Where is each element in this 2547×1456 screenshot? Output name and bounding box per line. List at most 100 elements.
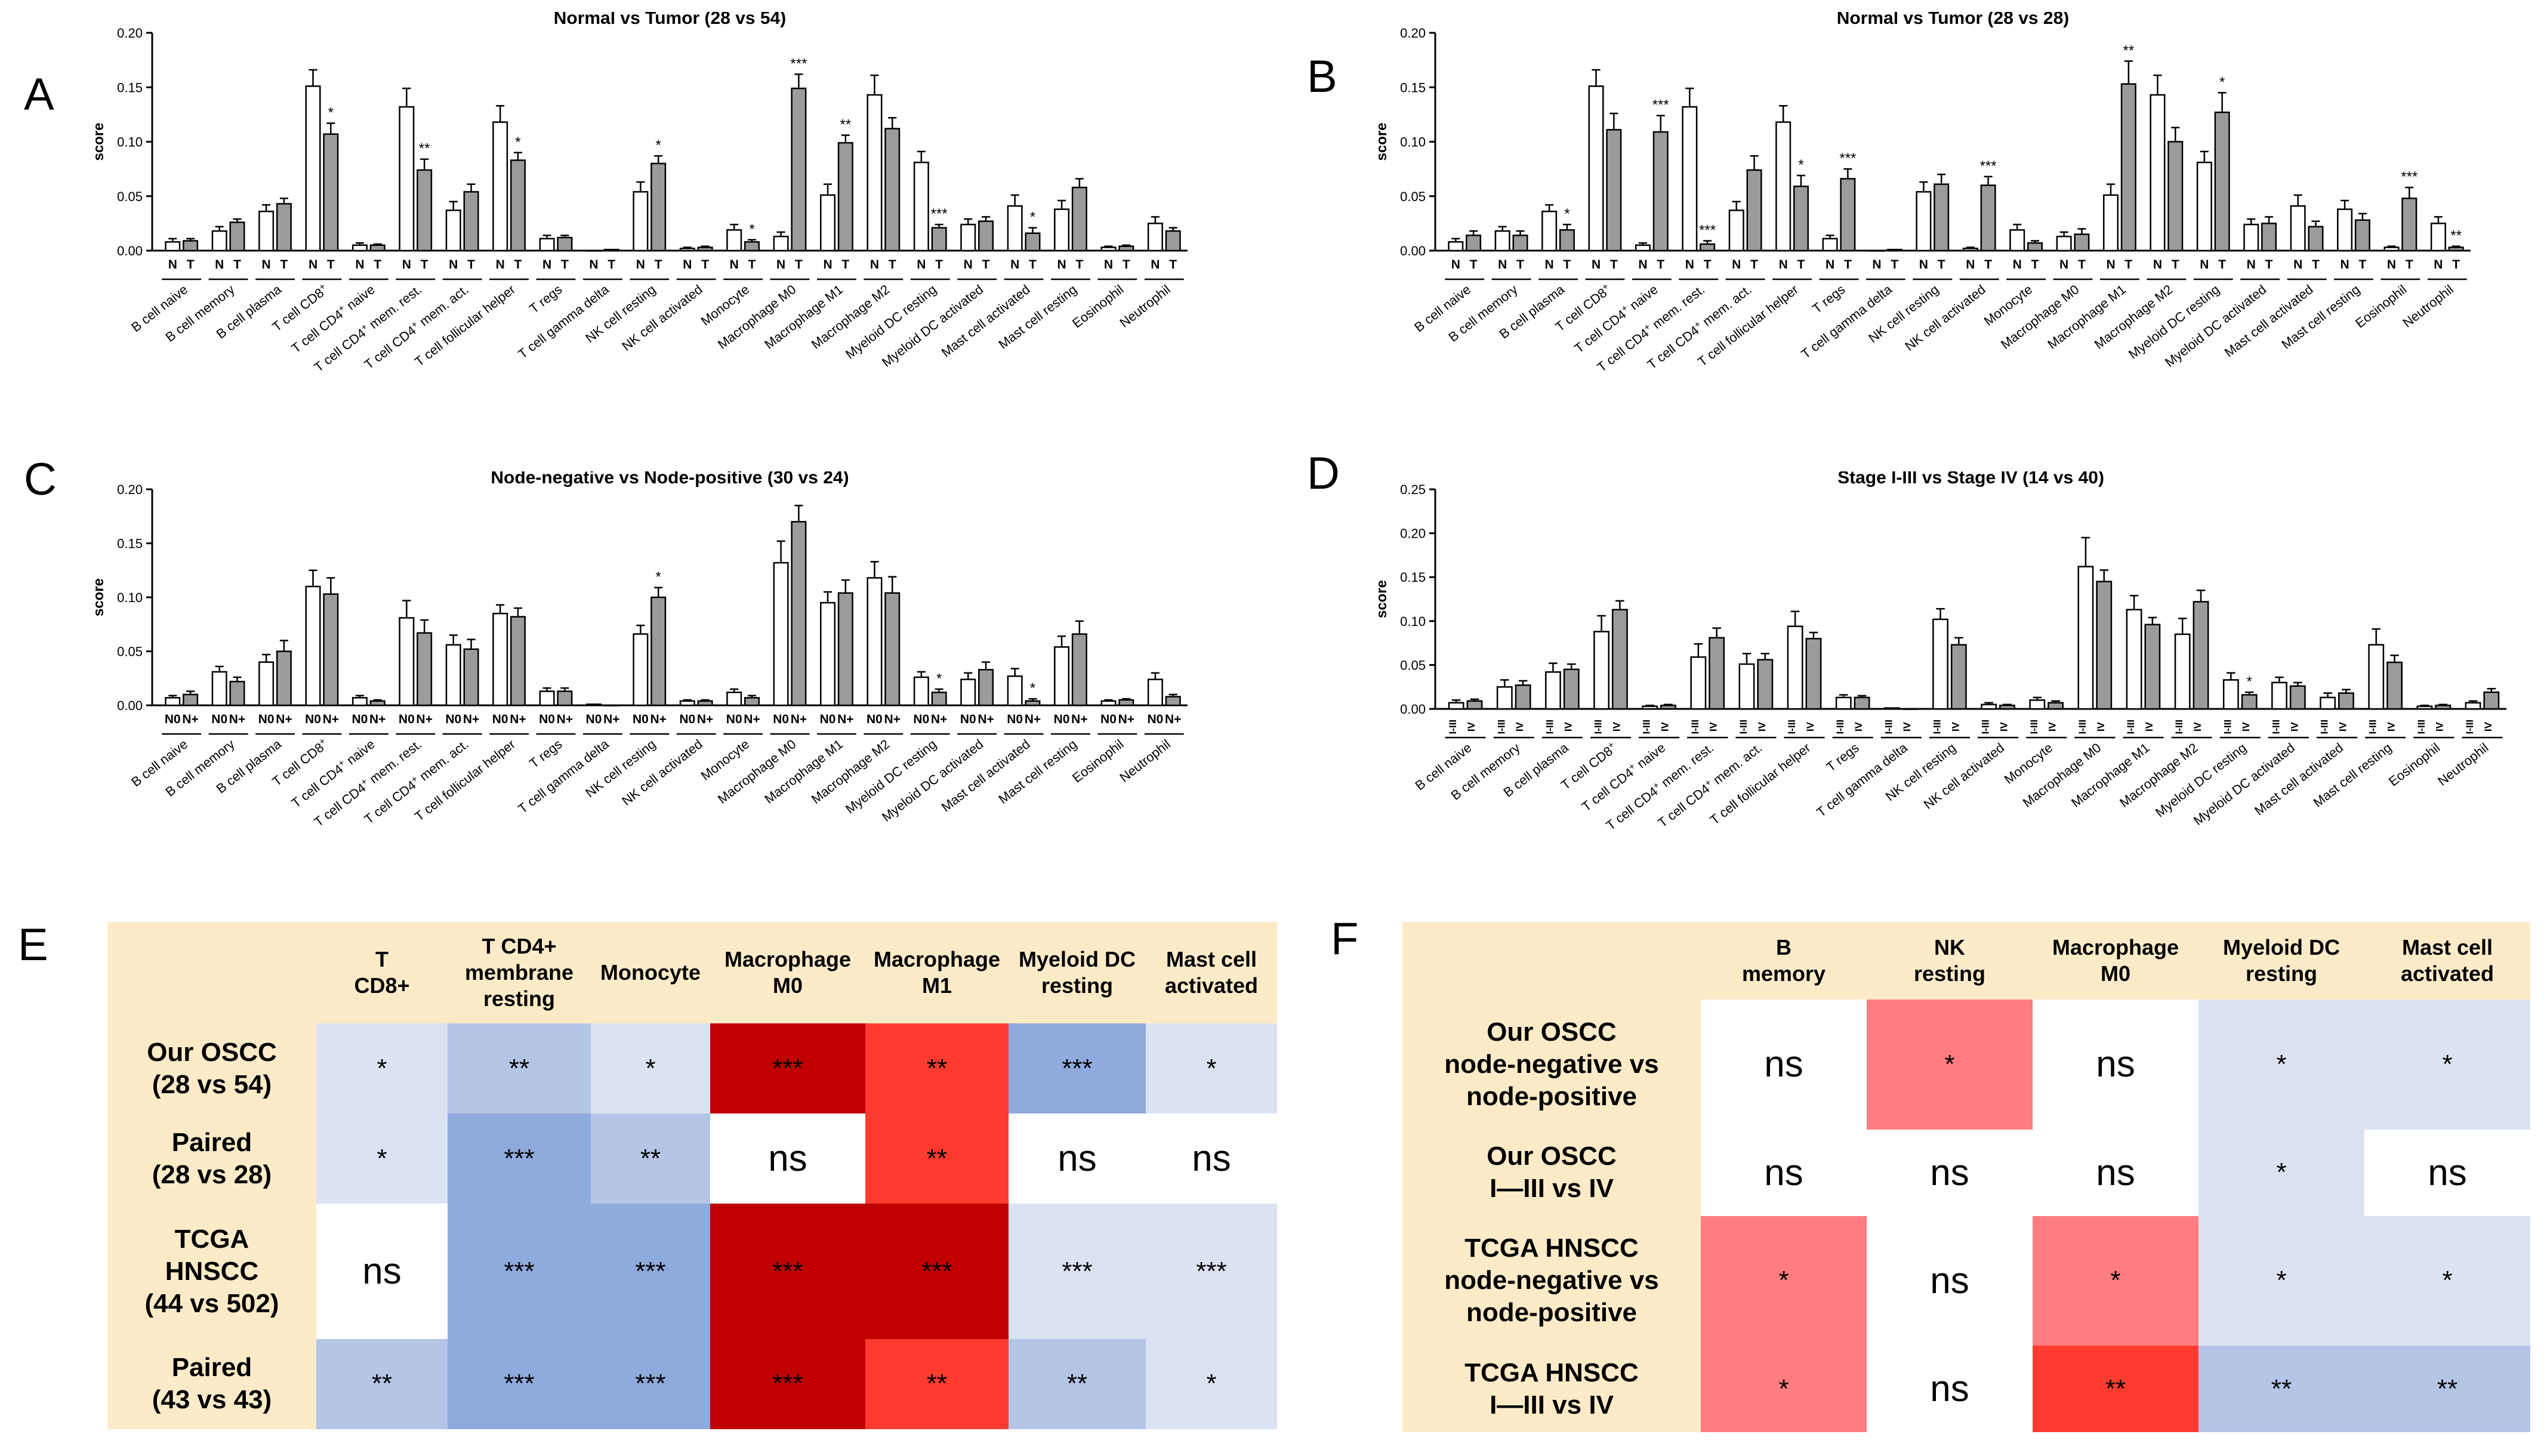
group-label-a-t-cell-gamma-delta-n: N <box>589 258 598 272</box>
category-label-b-macrophage-m2: Macrophage M2 <box>2092 282 2176 352</box>
bar-c-b-cell-naive-n <box>183 693 199 707</box>
significance-cell: ns <box>1701 1000 1867 1130</box>
bar-b-macrophage-m0-t <box>2074 233 2090 252</box>
category-label-c-macrophage-m1: Macrophage M1 <box>761 736 846 807</box>
group-label-c-t-cell-cd4-mem-act-n0: N0 <box>445 712 461 726</box>
group-label-d-nk-cell-activated-iv: IV <box>1998 721 2009 732</box>
bar-a-myeloid-dc-resting-n <box>913 161 929 252</box>
bar-b-monocyte-n <box>2009 229 2025 252</box>
group-label-b-myeloid-dc-resting-n: N <box>2200 258 2209 272</box>
bar-d-b-cell-naive-i-iii <box>1448 702 1464 710</box>
group-label-c-t-cell-cd4-naive-n0: N0 <box>352 712 368 726</box>
significance-cell: ** <box>1009 1338 1146 1429</box>
bar-a-t-cell-gamma-delta-t <box>603 248 619 252</box>
bar-b-b-cell-naive-t <box>1466 235 1482 252</box>
bar-a-macrophage-m2-t <box>884 128 901 252</box>
significance-mark-a-1: ** <box>419 141 430 157</box>
significance-cell: ** <box>2364 1346 2530 1432</box>
group-label-d-mast-cell-activated-iv: IV <box>2337 721 2348 732</box>
group-label-c-monocyte-n0: N0 <box>726 712 742 726</box>
group-label-a-t-cell-follicular-helper-n: N <box>496 258 505 272</box>
bar-b-neutrophil-n <box>2430 223 2446 252</box>
bar-d-nk-cell-resting-i-iii <box>1932 618 1948 710</box>
y-axis-label-a: score <box>91 122 107 161</box>
group-label-b-t-cell-gamma-delta-n: N <box>1872 258 1881 272</box>
y-tick-label-b-4: 0.20 <box>1400 26 1426 41</box>
group-label-a-nk-cell-resting-n: N <box>636 258 645 272</box>
group-label-d-macrophage-m1-i-iii: I-III <box>2125 720 2136 735</box>
y-tick-label-a-1: 0.05 <box>117 189 143 204</box>
group-label-c-b-cell-plasma-n0: N0 <box>258 712 275 726</box>
group-label-a-t-cell-gamma-delta-t: T <box>608 258 615 272</box>
bar-c-eosinophil-n <box>1118 699 1134 707</box>
group-label-c-b-cell-plasma-n: N+ <box>276 712 292 726</box>
group-label-a-myeloid-dc-resting-t: T <box>935 258 943 272</box>
bar-d-t-cell-cd4-mem-rest-iv <box>1709 637 1725 710</box>
bar-c-mast-cell-activated-n0 <box>1007 675 1023 707</box>
bar-b-b-cell-memory-t <box>1512 235 1528 252</box>
bar-d-mast-cell-activated-iv <box>2338 692 2354 710</box>
category-label-b-mast-cell-resting: Mast cell resting <box>2278 282 2363 352</box>
y-tick-label-b-1: 0.05 <box>1400 189 1426 204</box>
bar-a-b-cell-memory-n <box>211 230 227 252</box>
group-label-d-myeloid-dc-activated-iv: IV <box>2289 721 2300 732</box>
bar-b-t-cell-cd4-mem-rest-n <box>1682 106 1698 252</box>
category-label-d-neutrophil: Neutrophil <box>2435 740 2491 788</box>
y-tick-label-c-4: 0.20 <box>117 482 143 497</box>
panel-label-d: D <box>1307 448 1340 499</box>
significance-cell: *** <box>865 1204 1009 1339</box>
bar-d-t-cell-cd4-mem-act-i-iii <box>1738 663 1755 710</box>
group-label-d-nk-cell-resting-i-iii: I-III <box>1932 720 1943 735</box>
group-label-b-t-cell-cd8-n: N <box>1592 258 1601 272</box>
bar-a-b-cell-memory-t <box>229 221 245 252</box>
category-label-c-t-regs: T regs <box>526 736 565 771</box>
group-label-b-eosinophil-n: N <box>2387 258 2396 272</box>
significance-mark-c-1: * <box>936 671 942 687</box>
significance-cell: * <box>2364 1000 2530 1130</box>
significance-cell: * <box>2198 1129 2364 1216</box>
group-label-b-mast-cell-resting-n: N <box>2340 258 2349 272</box>
category-label-b-t-cell-cd4-naive: T cell CD4+ naive <box>1571 281 1661 356</box>
significance-cell: ** <box>448 1023 591 1114</box>
significance-cell: ns <box>1009 1113 1146 1204</box>
group-label-a-t-cell-cd4-mem-act-n: N <box>449 258 458 272</box>
group-label-b-macrophage-m1-t: T <box>2124 258 2132 272</box>
group-label-d-myeloid-dc-resting-iv: IV <box>2240 721 2252 732</box>
bar-b-mast-cell-resting-n <box>2337 208 2353 252</box>
bar-d-macrophage-m2-iv <box>2193 601 2209 710</box>
group-label-b-myeloid-dc-resting-t: T <box>2218 258 2226 272</box>
category-label-d-eosinophil: Eosinophil <box>2386 740 2443 789</box>
group-label-d-nk-cell-resting-iv: IV <box>1950 721 1961 732</box>
group-label-b-macrophage-m1-n: N <box>2106 258 2115 272</box>
significance-mark-d-0: * <box>2246 674 2252 690</box>
category-label-a-macrophage-m2: Macrophage M2 <box>809 282 893 352</box>
significance-cell: *** <box>591 1338 710 1429</box>
category-label-a-eosinophil: Eosinophil <box>1069 282 1126 331</box>
bar-b-macrophage-m2-n <box>2150 94 2166 252</box>
bar-d-mast-cell-resting-i-iii <box>2368 644 2385 710</box>
bar-c-macrophage-m0-n <box>791 521 807 707</box>
group-label-a-nk-cell-activated-t: T <box>701 258 709 272</box>
bar-d-t-cell-gamma-delta-i-iii <box>1883 707 1900 710</box>
bar-d-eosinophil-i-iii <box>2416 705 2433 710</box>
group-label-b-macrophage-m0-t: T <box>2078 258 2086 272</box>
group-label-a-macrophage-m2-t: T <box>889 258 896 272</box>
group-label-c-mast-cell-resting-n0: N0 <box>1054 712 1070 726</box>
category-label-a-macrophage-m1: Macrophage M1 <box>761 282 846 352</box>
group-label-a-t-cell-cd8-n: N <box>309 258 317 272</box>
group-label-a-myeloid-dc-resting-n: N <box>917 258 926 272</box>
bar-d-b-cell-plasma-i-iii <box>1545 671 1561 710</box>
bar-d-t-cell-follicular-helper-i-iii <box>1787 625 1803 710</box>
category-label-a-t-cell-cd4-naive: T cell CD4+ naive <box>288 281 378 356</box>
bar-a-myeloid-dc-activated-t <box>978 220 994 252</box>
group-label-b-nk-cell-activated-n: N <box>1966 258 1975 272</box>
bar-b-t-regs-t <box>1840 178 1856 252</box>
group-label-c-macrophage-m1-n0: N0 <box>820 712 836 726</box>
bar-a-eosinophil-t <box>1118 245 1134 252</box>
row-header: Paired (28 vs 28) <box>107 1113 316 1204</box>
bar-c-t-cell-follicular-helper-n <box>510 616 526 707</box>
group-label-c-myeloid-dc-activated-n0: N0 <box>960 712 976 726</box>
bar-b-b-cell-plasma-n <box>1541 211 1558 252</box>
bar-c-t-cell-cd4-naive-n0 <box>351 697 368 707</box>
bar-a-t-cell-follicular-helper-n <box>492 121 508 252</box>
